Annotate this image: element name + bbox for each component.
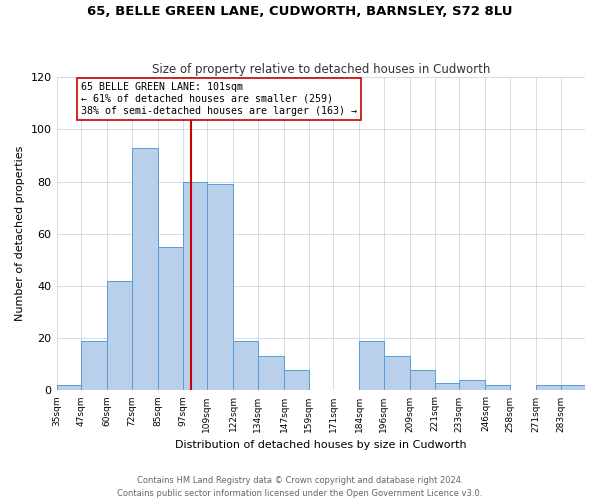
Bar	[434, 382, 459, 390]
Bar	[258, 356, 284, 390]
Bar	[359, 341, 384, 390]
Bar	[81, 341, 107, 390]
Bar	[560, 385, 585, 390]
Bar	[485, 385, 510, 390]
Bar	[56, 385, 81, 390]
Bar	[182, 182, 207, 390]
Bar	[132, 148, 158, 390]
Bar	[384, 356, 410, 390]
Text: 65 BELLE GREEN LANE: 101sqm
← 61% of detached houses are smaller (259)
38% of se: 65 BELLE GREEN LANE: 101sqm ← 61% of det…	[81, 82, 357, 116]
Text: 65, BELLE GREEN LANE, CUDWORTH, BARNSLEY, S72 8LU: 65, BELLE GREEN LANE, CUDWORTH, BARNSLEY…	[87, 5, 513, 18]
Bar	[284, 370, 308, 390]
Bar	[233, 341, 258, 390]
Bar	[158, 247, 182, 390]
X-axis label: Distribution of detached houses by size in Cudworth: Distribution of detached houses by size …	[175, 440, 467, 450]
Bar	[207, 184, 233, 390]
Title: Size of property relative to detached houses in Cudworth: Size of property relative to detached ho…	[152, 63, 490, 76]
Bar	[536, 385, 560, 390]
Bar	[459, 380, 485, 390]
Y-axis label: Number of detached properties: Number of detached properties	[15, 146, 25, 322]
Bar	[410, 370, 434, 390]
Bar	[107, 281, 132, 390]
Text: Contains HM Land Registry data © Crown copyright and database right 2024.
Contai: Contains HM Land Registry data © Crown c…	[118, 476, 482, 498]
